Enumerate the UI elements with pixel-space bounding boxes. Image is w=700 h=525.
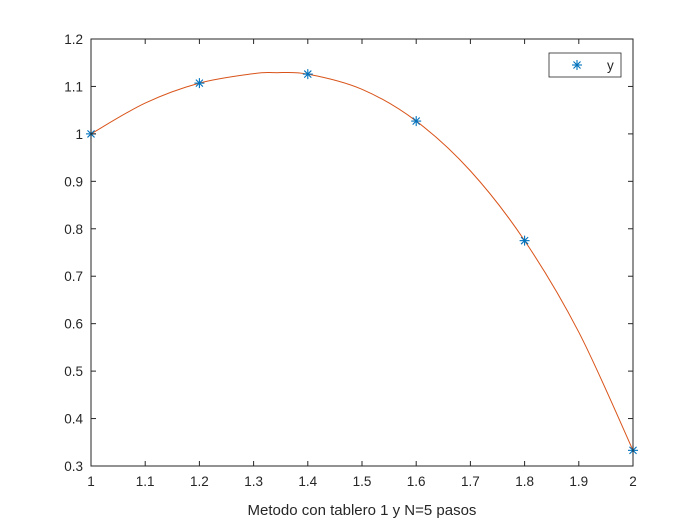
legend-box bbox=[548, 52, 622, 78]
x-tick-label: 1.8 bbox=[515, 474, 534, 489]
axes-background bbox=[91, 39, 633, 466]
x-tick-labels: 1 1.1 1.2 1.3 1.4 1.5 1.6 1.7 1.8 1.9 2 bbox=[87, 474, 637, 489]
legend-asterisk-icon bbox=[572, 60, 582, 70]
y-tick-label: 0.8 bbox=[64, 222, 83, 237]
data-point-marker bbox=[302, 69, 313, 80]
x-tick-label: 1.5 bbox=[353, 474, 372, 489]
y-tick-label: 1 bbox=[75, 127, 83, 142]
y-tick-label: 1.1 bbox=[64, 79, 83, 94]
x-tick-label: 1.6 bbox=[407, 474, 426, 489]
x-tick-label: 1 bbox=[87, 474, 95, 489]
x-tick-label: 1.9 bbox=[569, 474, 588, 489]
y-tick-label: 0.6 bbox=[64, 317, 83, 332]
x-tick-label: 1.3 bbox=[244, 474, 263, 489]
legend: y bbox=[548, 52, 622, 78]
y-tick-label: 1.2 bbox=[64, 32, 83, 47]
y-tick-label: 0.7 bbox=[64, 269, 83, 284]
data-point-marker bbox=[519, 235, 530, 246]
y-tick-label: 0.5 bbox=[64, 364, 83, 379]
y-tick-labels: 0.3 0.4 0.5 0.6 0.7 0.8 0.9 1 1.1 1.2 bbox=[64, 32, 83, 474]
data-point-marker bbox=[411, 116, 422, 127]
x-tick-label: 1.1 bbox=[136, 474, 155, 489]
data-point-marker bbox=[194, 78, 205, 89]
y-tick-label: 0.4 bbox=[64, 412, 83, 427]
x-tick-label: 1.2 bbox=[190, 474, 209, 489]
x-axis-label: Metodo con tablero 1 y N=5 pasos bbox=[248, 502, 477, 519]
y-tick-label: 0.3 bbox=[64, 459, 83, 474]
x-tick-label: 1.7 bbox=[461, 474, 480, 489]
legend-marker-asterisk bbox=[572, 60, 582, 70]
y-tick-label: 0.9 bbox=[64, 174, 83, 189]
axis-ticks bbox=[90, 38, 634, 467]
plot-area: 1 1.1 1.2 1.3 1.4 1.5 1.6 1.7 1.8 1.9 2 0.30.40.50… bbox=[64, 32, 638, 519]
x-tick-label: 2 bbox=[629, 474, 637, 489]
legend-entry-label: y bbox=[607, 58, 614, 73]
x-tick-label: 1.4 bbox=[298, 474, 317, 489]
